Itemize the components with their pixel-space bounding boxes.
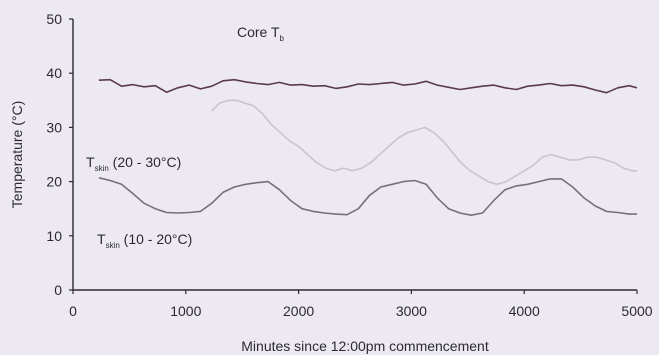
annotation-subscript: skin	[106, 241, 120, 250]
annotation-subscript: b	[280, 34, 285, 43]
x-axis-label: Minutes since 12:00pm commencement	[241, 338, 489, 354]
annotation-main: T	[97, 231, 106, 247]
y-tick-label: 30	[46, 119, 62, 135]
y-tick-label: 50	[46, 11, 62, 27]
series-line-core-tb	[98, 78, 638, 94]
x-tick-label: 1000	[170, 303, 201, 319]
annotation-subscript: skin	[95, 164, 109, 173]
annotation-rest: (20 - 30°C)	[109, 154, 182, 170]
annotation-rest: (10 - 20°C)	[120, 231, 193, 247]
x-tick-label: 5000	[621, 303, 652, 319]
annotation-main: Core T	[237, 24, 280, 40]
y-tick-label: 20	[46, 174, 62, 190]
x-tick-label: 2000	[283, 303, 314, 319]
axis-ticks: 0 1000 2000 3000 4000 5000 0 10 20 30 40 50	[46, 11, 652, 319]
series-lines	[98, 78, 638, 216]
y-tick-label: 40	[46, 65, 62, 81]
tskin-20-30-annotation: Tskin (20 - 30°C)	[86, 154, 181, 173]
y-tick-label: 10	[46, 228, 62, 244]
x-tick-label: 3000	[396, 303, 427, 319]
x-tick-label: 0	[69, 303, 77, 319]
tskin-10-20-annotation: Tskin (10 - 20°C)	[97, 231, 192, 250]
series-line-tskin-10-20-c	[98, 177, 637, 216]
axes	[72, 19, 637, 291]
core-tb-annotation: Core Tb	[237, 24, 285, 43]
x-tick-label: 4000	[509, 303, 540, 319]
y-axis-label: Temperature (°C)	[9, 101, 25, 209]
annotation-main: T	[86, 154, 95, 170]
y-tick-label: 0	[54, 282, 62, 298]
series-line-tskin-20-30-c	[211, 99, 637, 186]
